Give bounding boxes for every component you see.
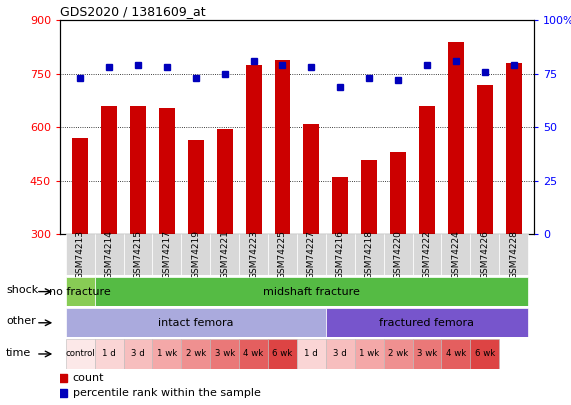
Text: other: other <box>6 316 36 326</box>
Text: GSM74228: GSM74228 <box>509 230 518 279</box>
Bar <box>355 339 384 369</box>
Text: control: control <box>65 350 95 358</box>
Bar <box>297 234 326 275</box>
Bar <box>419 106 435 234</box>
Bar <box>332 177 348 234</box>
Text: GSM74216: GSM74216 <box>336 230 345 279</box>
Text: percentile rank within the sample: percentile rank within the sample <box>73 388 261 399</box>
Bar <box>268 234 297 275</box>
Bar <box>95 339 123 369</box>
Bar <box>390 152 406 234</box>
Bar <box>412 234 441 275</box>
Bar <box>152 234 182 275</box>
Bar <box>210 234 239 275</box>
Text: count: count <box>73 373 104 383</box>
Text: 2 wk: 2 wk <box>186 350 206 358</box>
Text: GDS2020 / 1381609_at: GDS2020 / 1381609_at <box>60 5 206 18</box>
Text: GSM74214: GSM74214 <box>104 230 114 279</box>
Bar <box>123 234 152 275</box>
Bar <box>448 42 464 234</box>
Text: GSM74220: GSM74220 <box>393 230 403 279</box>
Text: 1 wk: 1 wk <box>359 350 379 358</box>
Bar <box>471 339 499 369</box>
Bar <box>246 65 262 234</box>
Bar <box>361 160 377 234</box>
Text: 4 wk: 4 wk <box>243 350 264 358</box>
Bar <box>66 277 95 306</box>
Text: 3 d: 3 d <box>131 350 145 358</box>
Bar <box>239 339 268 369</box>
Bar <box>275 60 291 234</box>
Bar <box>66 234 95 275</box>
Text: fractured femora: fractured femora <box>380 318 475 328</box>
Bar <box>95 234 123 275</box>
Bar <box>499 234 528 275</box>
Bar <box>326 339 355 369</box>
Bar <box>101 106 117 234</box>
Bar <box>66 308 326 337</box>
Text: 6 wk: 6 wk <box>272 350 292 358</box>
Text: GSM74218: GSM74218 <box>365 230 373 279</box>
Bar <box>441 234 471 275</box>
Bar <box>412 339 441 369</box>
Bar <box>239 234 268 275</box>
Text: 3 wk: 3 wk <box>417 350 437 358</box>
Text: 1 wk: 1 wk <box>157 350 177 358</box>
Bar <box>123 339 152 369</box>
Bar <box>303 124 319 234</box>
Text: 3 d: 3 d <box>333 350 347 358</box>
Text: 1 d: 1 d <box>304 350 318 358</box>
Text: GSM74221: GSM74221 <box>220 230 229 279</box>
Bar <box>506 63 521 234</box>
Text: midshaft fracture: midshaft fracture <box>263 287 360 296</box>
Text: GSM74225: GSM74225 <box>278 230 287 279</box>
Text: GSM74222: GSM74222 <box>423 230 432 279</box>
Text: 4 wk: 4 wk <box>446 350 466 358</box>
Bar <box>471 234 499 275</box>
Text: GSM74215: GSM74215 <box>134 230 143 279</box>
Text: GSM74217: GSM74217 <box>162 230 171 279</box>
Text: GSM74213: GSM74213 <box>76 230 85 279</box>
Bar <box>268 339 297 369</box>
Text: 6 wk: 6 wk <box>475 350 495 358</box>
Bar <box>326 234 355 275</box>
Bar <box>159 108 175 234</box>
Bar <box>182 234 210 275</box>
Bar <box>73 138 88 234</box>
Bar <box>384 234 412 275</box>
Text: 1 d: 1 d <box>102 350 116 358</box>
Bar <box>210 339 239 369</box>
Text: 3 wk: 3 wk <box>215 350 235 358</box>
Text: no fracture: no fracture <box>49 287 111 296</box>
Bar <box>130 106 146 234</box>
Text: GSM74226: GSM74226 <box>480 230 489 279</box>
Text: intact femora: intact femora <box>158 318 234 328</box>
Bar <box>384 339 412 369</box>
Text: GSM74223: GSM74223 <box>249 230 258 279</box>
Text: GSM74227: GSM74227 <box>307 230 316 279</box>
Text: shock: shock <box>6 285 38 295</box>
Bar <box>477 85 493 234</box>
Text: GSM74219: GSM74219 <box>191 230 200 279</box>
Bar <box>326 308 528 337</box>
Bar <box>217 129 232 234</box>
Bar <box>355 234 384 275</box>
Text: time: time <box>6 347 31 358</box>
Bar <box>152 339 182 369</box>
Bar <box>297 339 326 369</box>
Bar <box>188 140 204 234</box>
Text: 2 wk: 2 wk <box>388 350 408 358</box>
Bar <box>182 339 210 369</box>
Bar <box>66 339 95 369</box>
Bar <box>441 339 471 369</box>
Text: GSM74224: GSM74224 <box>451 230 460 279</box>
